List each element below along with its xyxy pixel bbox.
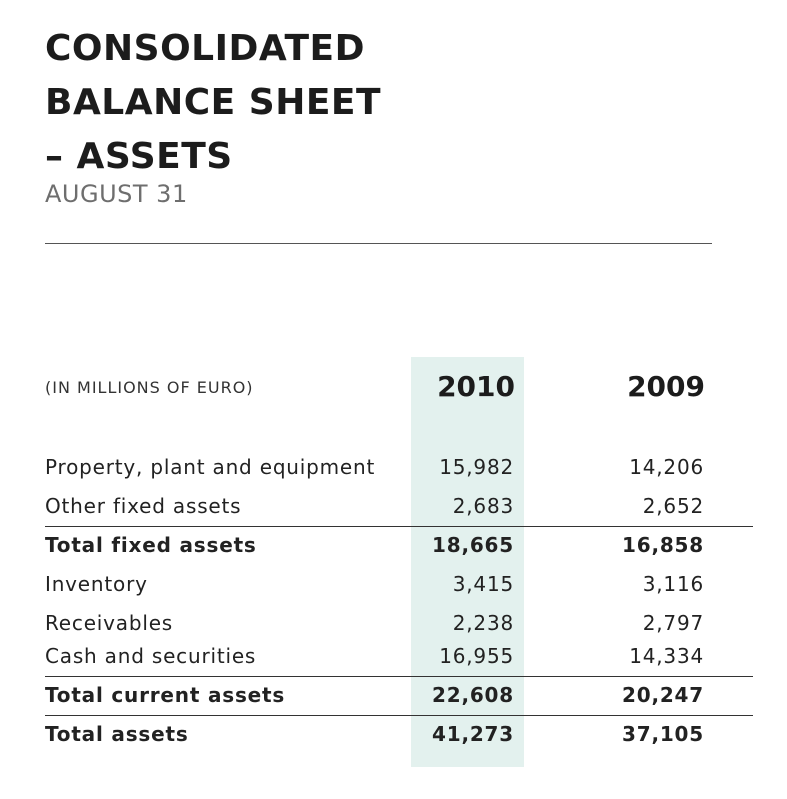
row-label: Receivables — [45, 611, 174, 635]
title-line-2: BALANCE SHEET — [45, 82, 382, 123]
page-subtitle: AUGUST 31 — [45, 180, 188, 208]
table-row: Receivables 2,238 2,797 — [0, 608, 787, 638]
value-2009: 20,247 — [622, 683, 704, 707]
value-2010: 22,608 — [432, 683, 514, 707]
value-2009: 16,858 — [622, 533, 704, 557]
title-line-1: CONSOLIDATED — [45, 28, 365, 69]
table-row: Property, plant and equipment 15,982 14,… — [0, 452, 787, 482]
row-label: Other fixed assets — [45, 494, 242, 518]
value-2010: 41,273 — [432, 722, 514, 746]
table-row: Inventory 3,415 3,116 — [0, 569, 787, 599]
highlight-column-2010 — [411, 357, 524, 767]
value-2010: 3,415 — [452, 572, 514, 596]
value-2009: 2,652 — [642, 494, 704, 518]
value-2009: 3,116 — [642, 572, 704, 596]
row-divider — [45, 715, 753, 716]
value-2009: 14,206 — [629, 455, 704, 479]
value-2009: 14,334 — [629, 644, 704, 668]
row-divider — [45, 526, 753, 527]
value-2010: 18,665 — [432, 533, 514, 557]
value-2009: 37,105 — [622, 722, 704, 746]
row-label: Cash and securities — [45, 644, 257, 668]
row-label: Total fixed assets — [45, 533, 257, 557]
title-line-3: – ASSETS — [45, 136, 233, 177]
title-divider — [45, 243, 712, 244]
value-2010: 15,982 — [439, 455, 514, 479]
value-2010: 2,238 — [452, 611, 514, 635]
value-2010: 2,683 — [452, 494, 514, 518]
table-row-total: Total fixed assets 18,665 16,858 — [0, 530, 787, 560]
table-row: Other fixed assets 2,683 2,652 — [0, 491, 787, 521]
table-row: Cash and securities 16,955 14,334 — [0, 641, 787, 671]
column-header-2009: 2009 — [627, 370, 705, 403]
column-header-2010: 2010 — [437, 370, 515, 403]
row-label: Total assets — [45, 722, 189, 746]
row-divider — [45, 676, 753, 677]
page-title: CONSOLIDATED BALANCE SHEET – ASSETS — [45, 22, 381, 184]
row-label: Inventory — [45, 572, 148, 596]
row-label: Property, plant and equipment — [45, 455, 376, 479]
table-row-total: Total current assets 22,608 20,247 — [0, 680, 787, 710]
value-2009: 2,797 — [642, 611, 704, 635]
units-label: (IN MILLIONS OF EURO) — [45, 378, 254, 397]
row-label: Total current assets — [45, 683, 286, 707]
table-row-total: Total assets 41,273 37,105 — [0, 719, 787, 749]
value-2010: 16,955 — [439, 644, 514, 668]
